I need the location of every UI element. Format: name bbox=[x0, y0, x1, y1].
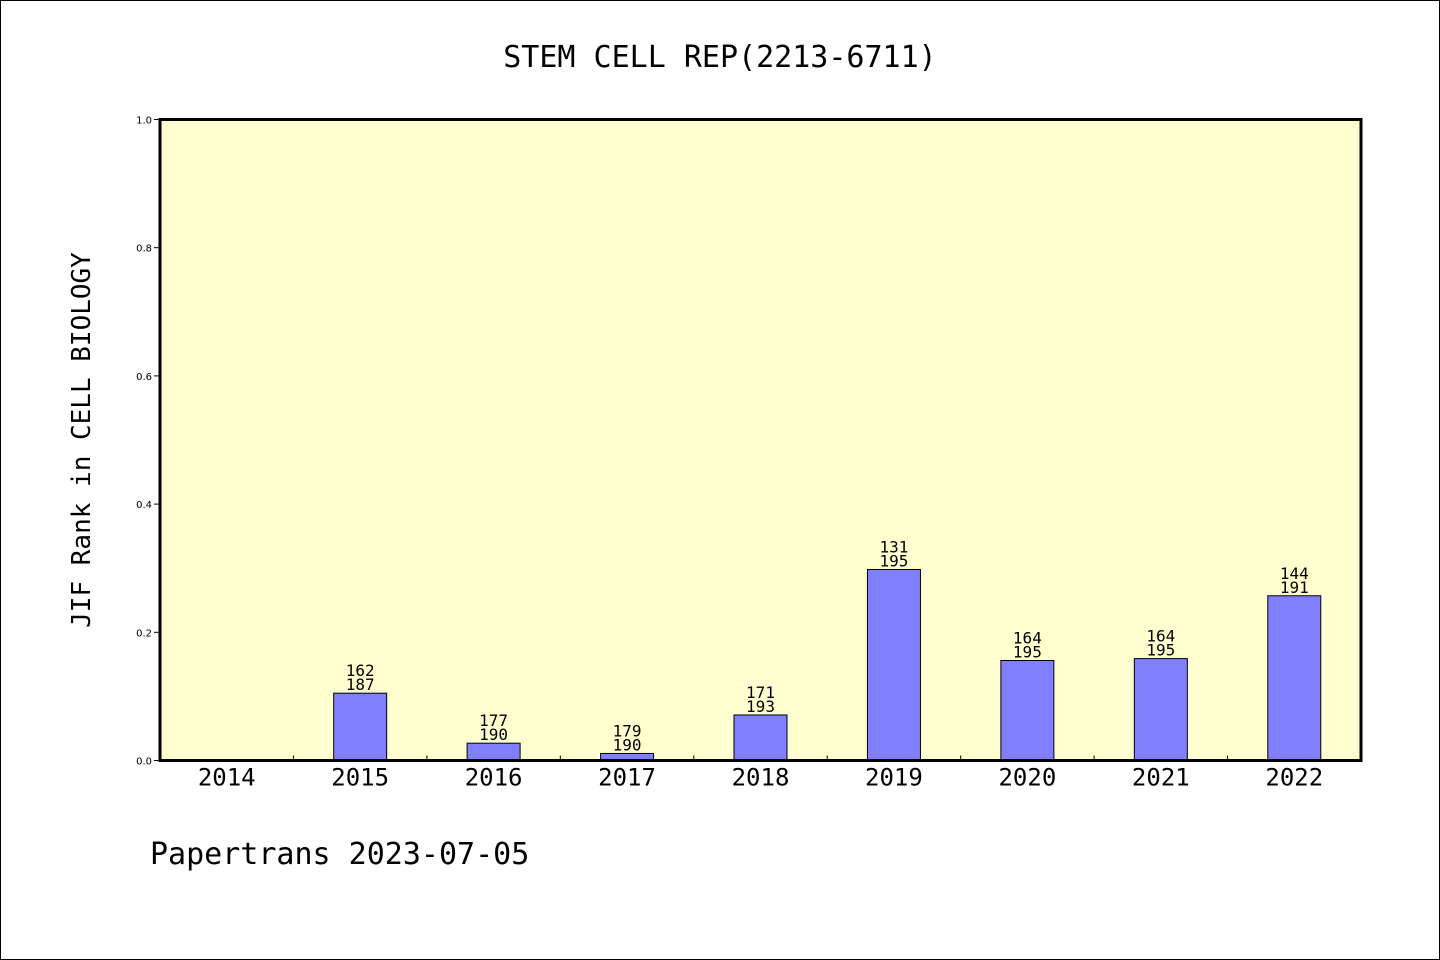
bar-label-rank: 164 bbox=[1013, 629, 1042, 648]
bar-label-rank: 144 bbox=[1280, 564, 1309, 583]
y-axis: 0.0 0.2 0.4 0.6 0.8 1.0 bbox=[136, 116, 160, 768]
bar-label-total: 195 bbox=[1146, 641, 1175, 660]
y-tick-label: 0.0 bbox=[136, 757, 152, 768]
y-tick-label: 0.8 bbox=[136, 244, 152, 255]
x-tick-label: 2015 bbox=[331, 764, 389, 792]
bar bbox=[1133, 658, 1188, 761]
bar-label-total: 195 bbox=[1013, 643, 1042, 662]
plot-border bbox=[158, 118, 1363, 762]
y-tick-label: 0.2 bbox=[136, 628, 152, 639]
x-tick-label: 2014 bbox=[198, 764, 256, 792]
bar-label-total: 187 bbox=[346, 675, 375, 694]
x-tick-label: 2017 bbox=[598, 764, 656, 792]
bar bbox=[733, 714, 788, 762]
bar bbox=[333, 692, 388, 762]
y-tick-label: 0.4 bbox=[136, 500, 152, 511]
chart-title: STEM CELL REP(2213-6711) bbox=[503, 40, 936, 75]
bar-label-total: 195 bbox=[879, 551, 908, 570]
x-axis: 2014 2015 2016 2017 2018 2019 2020 2021 2022 bbox=[198, 755, 1323, 792]
bar-label-rank: 179 bbox=[613, 721, 642, 740]
bar-label-rank: 171 bbox=[746, 683, 775, 702]
bar-label-rank: 177 bbox=[479, 711, 508, 730]
y-tick-label: 1.0 bbox=[136, 116, 152, 127]
bar bbox=[1000, 660, 1055, 762]
x-tick-label: 2020 bbox=[998, 764, 1056, 792]
bar-label-rank: 131 bbox=[879, 537, 908, 556]
bar-label-rank: 162 bbox=[346, 661, 375, 680]
bar bbox=[866, 568, 921, 761]
bar-label-total: 190 bbox=[479, 725, 508, 744]
x-tick-label: 2019 bbox=[865, 764, 923, 792]
bar-label-total: 190 bbox=[613, 735, 642, 754]
bar-label-total: 191 bbox=[1280, 578, 1309, 597]
bar bbox=[466, 742, 521, 761]
plot-area bbox=[160, 119, 1361, 761]
footer-credit: Papertrans 2023-07-05 bbox=[150, 837, 529, 872]
x-tick-label: 2022 bbox=[1265, 764, 1323, 792]
bar-label-total: 193 bbox=[746, 697, 775, 716]
y-tick-label: 0.6 bbox=[136, 372, 152, 383]
bar bbox=[1267, 595, 1322, 761]
x-tick-label: 2016 bbox=[465, 764, 523, 792]
x-tick-label: 2018 bbox=[732, 764, 790, 792]
y-axis-label: JIF Rank in CELL BIOLOGY bbox=[67, 252, 97, 628]
bar-label-rank: 164 bbox=[1146, 627, 1175, 646]
x-tick-label: 2021 bbox=[1132, 764, 1190, 792]
